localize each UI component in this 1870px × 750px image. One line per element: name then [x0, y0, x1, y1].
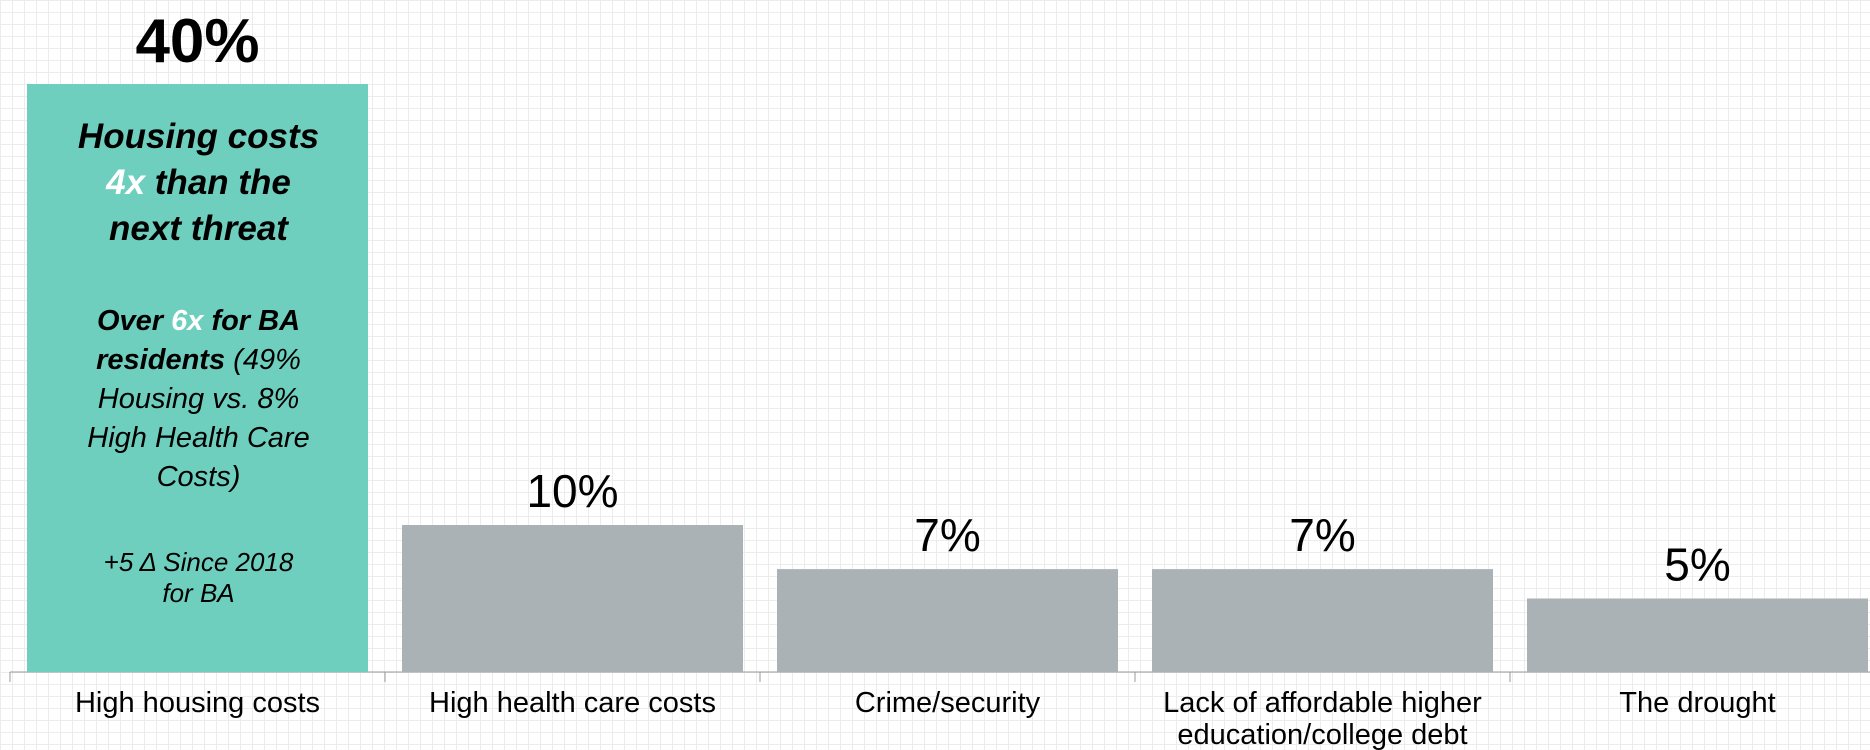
data-label-5: 5%: [1664, 539, 1730, 591]
category-label-2: High health care costs: [429, 687, 716, 719]
category-label-4: education/college debt: [1177, 719, 1467, 750]
bar-5: [1527, 598, 1868, 672]
category-label-1: High housing costs: [75, 687, 320, 719]
category-label-5: The drought: [1619, 687, 1775, 719]
bar-3: [777, 569, 1118, 672]
bar-2: [402, 525, 743, 672]
bar-4: [1152, 569, 1493, 672]
category-label-4: Lack of affordable higher: [1163, 687, 1482, 719]
data-label-1: 40%: [135, 7, 259, 76]
data-label-3: 7%: [914, 509, 980, 561]
data-label-4: 7%: [1289, 509, 1355, 561]
data-label-2: 10%: [526, 465, 618, 517]
bar-1: [27, 84, 368, 672]
category-label-3: Crime/security: [855, 687, 1041, 719]
